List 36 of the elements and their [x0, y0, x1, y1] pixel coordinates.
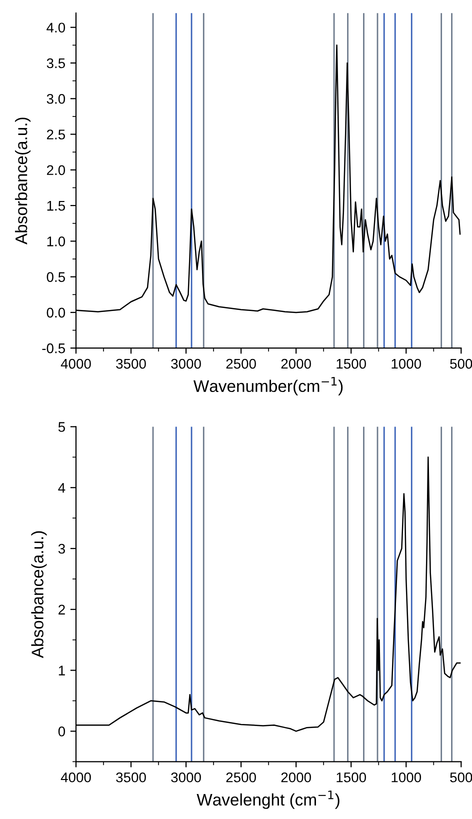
- x-tick-label: 1000: [392, 772, 422, 782]
- x-tick-label: 2500: [226, 358, 256, 369]
- y-tick-label: 5: [58, 422, 65, 432]
- x-tick-label: 1500: [336, 772, 366, 782]
- x-axis-title: Wavelenght (cm$^{−1}$): [196, 790, 340, 809]
- y-tick-label: 0.5: [46, 272, 65, 282]
- x-tick-label: 3500: [116, 772, 146, 782]
- y-tick-label: 3.0: [46, 94, 66, 104]
- x-tick-label: 4000: [60, 772, 91, 782]
- x-tick-label: 1000: [392, 358, 422, 369]
- x-tick-label: 3000: [171, 772, 201, 782]
- x-tick-label: 2500: [226, 772, 256, 782]
- x-tick-label: 500: [450, 772, 472, 782]
- x-tick-label: 3500: [116, 358, 146, 369]
- x-tick-label: 2000: [281, 772, 311, 782]
- y-tick-label: 1.5: [47, 201, 65, 211]
- x-axis-title: Wavenumber(cm$^{−1}$): [193, 376, 343, 396]
- x-tick-label: 2000: [281, 358, 311, 369]
- x-tick-label: 500: [450, 358, 472, 369]
- y-tick-label: 4.0: [46, 22, 66, 33]
- y-tick-label: 3: [58, 544, 65, 554]
- x-tick-label: 1500: [336, 358, 366, 369]
- y-axis-title: Absorbance(a.u.): [31, 531, 47, 658]
- y-tick-label: 3.5: [46, 58, 65, 68]
- y-tick-label: 1: [58, 666, 65, 676]
- y-tick-label: 4: [58, 483, 66, 493]
- y-tick-label: 0.0: [46, 308, 66, 318]
- y-tick-label: 2.5: [46, 130, 65, 140]
- x-tick-label: 3000: [171, 358, 201, 369]
- y-tick-label: 1.0: [47, 236, 66, 246]
- y-tick-label: 0: [58, 726, 66, 736]
- y-tick-label: -0.5: [42, 343, 65, 354]
- y-tick-label: 2: [58, 604, 65, 614]
- y-axis-title: Absorbance(a.u.): [15, 118, 31, 244]
- x-tick-label: 4000: [60, 358, 91, 369]
- y-tick-label: 2.0: [46, 165, 66, 176]
